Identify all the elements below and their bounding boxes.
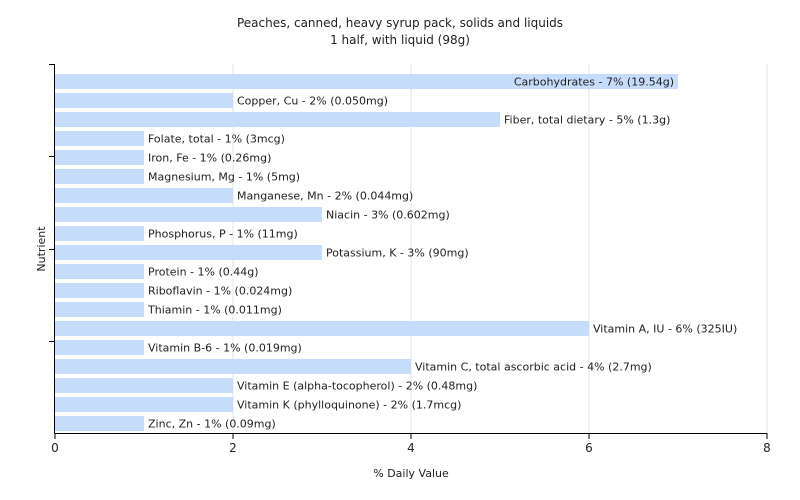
chart-title: Peaches, canned, heavy syrup pack, solid… xyxy=(237,16,563,30)
x-tick-label: 6 xyxy=(585,441,593,455)
bar xyxy=(55,131,144,146)
bar-label: Zinc, Zn - 1% (0.09mg) xyxy=(148,418,276,431)
bar-label: Vitamin E (alpha-tocopherol) - 2% (0.48m… xyxy=(237,380,477,393)
bar xyxy=(55,93,233,108)
bar xyxy=(55,302,144,317)
bar xyxy=(55,169,144,184)
bar-label: Carbohydrates - 7% (19.54g) xyxy=(514,76,674,89)
x-tick-label: 4 xyxy=(407,441,415,455)
bar-label: Protein - 1% (0.44g) xyxy=(148,266,259,279)
bar xyxy=(55,207,322,222)
bar-label: Potassium, K - 3% (90mg) xyxy=(326,247,469,260)
bar xyxy=(55,112,500,127)
bar xyxy=(55,226,144,241)
y-axis-label: Nutrient xyxy=(35,226,48,272)
bar xyxy=(55,359,411,374)
bar xyxy=(55,340,144,355)
bar xyxy=(55,378,233,393)
bar-label: Iron, Fe - 1% (0.26mg) xyxy=(148,152,271,165)
x-tick-label: 0 xyxy=(51,441,59,455)
bar-label: Vitamin A, IU - 6% (325IU) xyxy=(593,323,737,336)
bar-label: Fiber, total dietary - 5% (1.3g) xyxy=(504,114,670,127)
bar xyxy=(55,245,322,260)
bar-label: Manganese, Mn - 2% (0.044mg) xyxy=(237,190,413,203)
bar-label: Copper, Cu - 2% (0.050mg) xyxy=(237,95,388,108)
bar xyxy=(55,150,144,165)
bar xyxy=(55,283,144,298)
x-tick-label: 2 xyxy=(229,441,237,455)
bar-label: Phosphorus, P - 1% (11mg) xyxy=(148,228,298,241)
bars: Carbohydrates - 7% (19.54g) Copper, Cu - … xyxy=(55,74,737,431)
x-axis-label: % Daily Value xyxy=(373,467,449,480)
bar xyxy=(55,321,589,336)
bar xyxy=(55,74,678,89)
bar xyxy=(55,188,233,203)
bar xyxy=(55,416,144,431)
chart-subtitle: 1 half, with liquid (98g) xyxy=(330,33,470,47)
bar-label: Niacin - 3% (0.602mg) xyxy=(326,209,450,222)
bar-label: Vitamin K (phylloquinone) - 2% (1.7mcg) xyxy=(237,399,461,412)
bar xyxy=(55,264,144,279)
bar-label: Magnesium, Mg - 1% (5mg) xyxy=(148,171,300,184)
axes: 0 2 4 6 8 xyxy=(49,64,771,455)
bar-label: Thiamin - 1% (0.011mg) xyxy=(147,304,282,317)
bar-label: Folate, total - 1% (3mcg) xyxy=(148,133,285,146)
bar xyxy=(55,397,233,412)
bar-label: Riboflavin - 1% (0.024mg) xyxy=(148,285,292,298)
bar-label: Vitamin C, total ascorbic acid - 4% (2.7… xyxy=(415,361,652,374)
x-tick-label: 8 xyxy=(763,441,771,455)
bar-label: Vitamin B-6 - 1% (0.019mg) xyxy=(148,342,302,355)
